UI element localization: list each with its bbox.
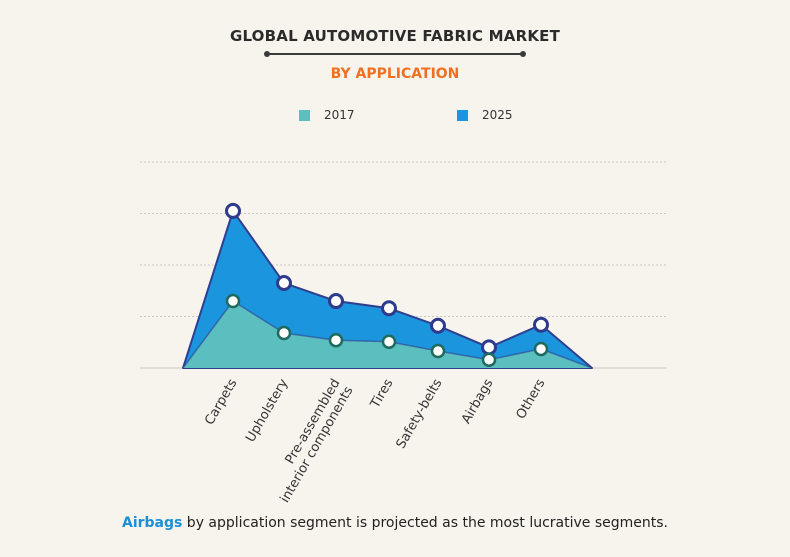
- chart-footer: Airbags by application segment is projec…: [0, 515, 790, 531]
- point-2025-4: [430, 317, 446, 334]
- x-tick-label: Others: [514, 376, 549, 422]
- x-tick-label: Tires: [367, 376, 396, 411]
- point-2017-1: [276, 325, 292, 341]
- point-2025-3: [381, 300, 397, 317]
- chart-subtitle: BY APPLICATION: [330, 66, 460, 82]
- point-2017-0: [225, 293, 241, 309]
- x-tick-label-line: Safety-belts: [394, 376, 446, 451]
- x-tick-label: Upholstery: [243, 376, 291, 445]
- point-2017-6: [533, 341, 549, 357]
- point-2025-6: [533, 316, 549, 333]
- point-2025-5: [481, 339, 497, 356]
- x-tick-label-line: Others: [514, 376, 549, 422]
- point-2025-0: [225, 202, 241, 219]
- x-tick-label: Safety-belts: [394, 376, 446, 451]
- footer-highlight: Airbags: [121, 515, 183, 531]
- legend-label-2025: 2025: [482, 108, 513, 122]
- legend-label-2017: 2017: [324, 108, 355, 122]
- footer-text: by application segment is projected as t…: [182, 515, 668, 531]
- chart-title: GLOBAL AUTOMOTIVE FABRIC MARKET: [229, 27, 561, 45]
- point-2025-1: [276, 275, 292, 292]
- x-tick-label: Carpets: [202, 376, 240, 427]
- point-2017-4: [430, 343, 446, 359]
- point-2017-2: [328, 332, 344, 348]
- area-2017: [183, 301, 592, 368]
- point-2017-5: [481, 352, 497, 368]
- x-tick-label-line: Airbags: [459, 376, 497, 426]
- point-2017-3: [381, 334, 397, 349]
- legend-swatch-2025: [457, 109, 468, 121]
- point-2025-2: [328, 293, 344, 310]
- legend-swatch-2017: [299, 109, 310, 121]
- legend-item-2017: 2017: [299, 108, 355, 122]
- x-tick-label-line: Carpets: [202, 376, 240, 427]
- title-divider: [264, 51, 526, 57]
- x-tick-label-line: Upholstery: [243, 376, 291, 445]
- x-tick-label: Airbags: [459, 376, 497, 426]
- legend-item-2025: 2025: [457, 108, 513, 122]
- x-tick-label-line: Tires: [367, 376, 396, 411]
